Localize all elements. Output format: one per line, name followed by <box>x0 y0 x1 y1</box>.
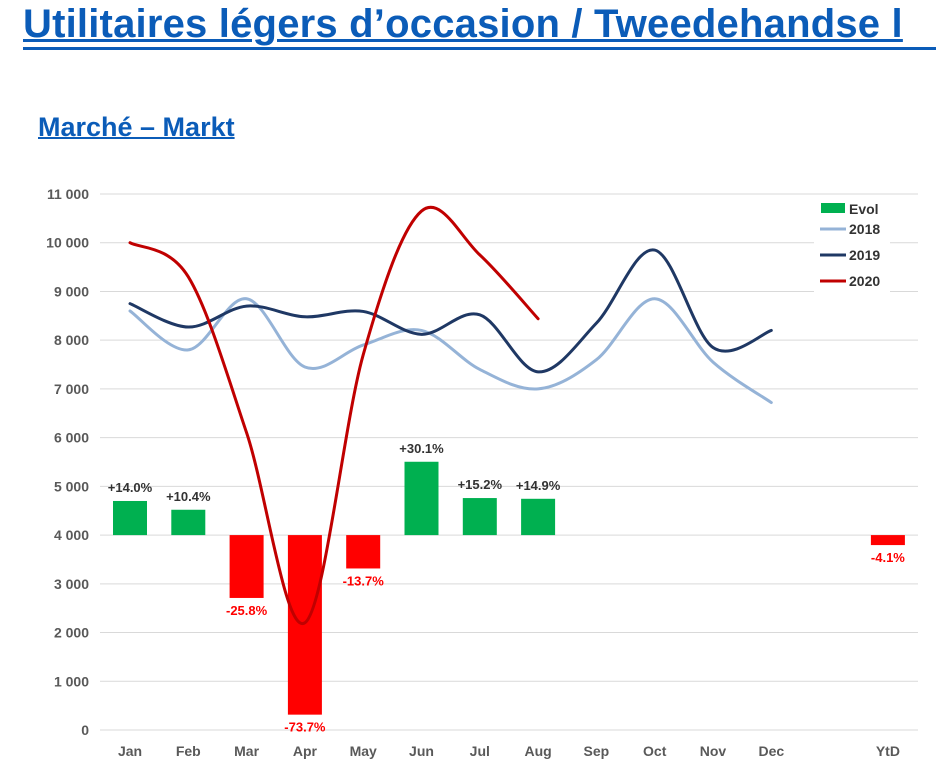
evol-bar <box>287 535 322 715</box>
x-tick-label: Mar <box>234 743 259 759</box>
y-tick-label: 3 000 <box>54 576 89 592</box>
y-tick-label: 11 000 <box>47 186 89 202</box>
x-tick-label: May <box>350 743 377 759</box>
y-tick-label: 2 000 <box>54 625 89 641</box>
evol-bar <box>171 509 206 536</box>
evol-data-label: -73.7% <box>284 720 326 735</box>
legend-label-2019: 2019 <box>849 247 880 263</box>
page-title: Utilitaires légers d’occasion / Tweedeha… <box>23 2 903 46</box>
y-tick-label: 10 000 <box>46 235 89 251</box>
series-line-2020 <box>128 206 540 625</box>
evol-data-label: -4.1% <box>871 550 905 565</box>
y-tick-label: 4 000 <box>54 527 89 543</box>
x-tick-label: Aug <box>524 743 551 759</box>
legend-label-evol: Evol <box>849 201 879 217</box>
evol-bar <box>404 461 439 536</box>
evol-data-label: +30.1% <box>399 441 444 456</box>
evol-data-label: +10.4% <box>166 489 211 504</box>
x-tick-label: Apr <box>293 743 318 759</box>
y-tick-label: 1 000 <box>54 673 89 689</box>
series-line-2019 <box>128 248 773 374</box>
evol-bar <box>870 535 905 546</box>
x-tick-label: Jul <box>470 743 490 759</box>
x-tick-label: YtD <box>876 743 900 759</box>
evol-bar <box>462 498 497 536</box>
x-tick-label: Jun <box>409 743 434 759</box>
y-tick-label: 9 000 <box>54 283 89 299</box>
evol-data-label: -25.8% <box>226 603 268 618</box>
x-tick-label: Nov <box>700 743 727 759</box>
y-tick-label: 6 000 <box>54 430 89 446</box>
x-tick-label: Dec <box>758 743 784 759</box>
section-subtitle: Marché – Markt <box>38 112 235 142</box>
y-tick-label: 0 <box>81 722 89 738</box>
y-tick-label: 5 000 <box>54 478 89 494</box>
evol-data-label: +14.0% <box>108 480 153 495</box>
x-tick-label: Oct <box>643 743 667 759</box>
evol-data-label: -13.7% <box>343 573 385 588</box>
evol-bar <box>346 535 381 569</box>
y-tick-label: 7 000 <box>54 381 89 397</box>
evol-bar <box>229 535 264 598</box>
y-tick-label: 8 000 <box>54 332 89 348</box>
evol-data-label: +14.9% <box>516 478 561 493</box>
legend-swatch-evol <box>821 203 845 213</box>
x-tick-label: Sep <box>584 743 610 759</box>
legend-label-2020: 2020 <box>849 273 880 289</box>
legend-label-2018: 2018 <box>849 221 880 237</box>
evol-bar <box>113 500 147 536</box>
evol-bar <box>521 498 556 536</box>
series-line-2018 <box>128 297 773 405</box>
evol-data-label: +15.2% <box>458 477 503 492</box>
title-underline <box>23 47 936 50</box>
x-tick-label: Jan <box>118 743 142 759</box>
x-tick-label: Feb <box>176 743 201 759</box>
